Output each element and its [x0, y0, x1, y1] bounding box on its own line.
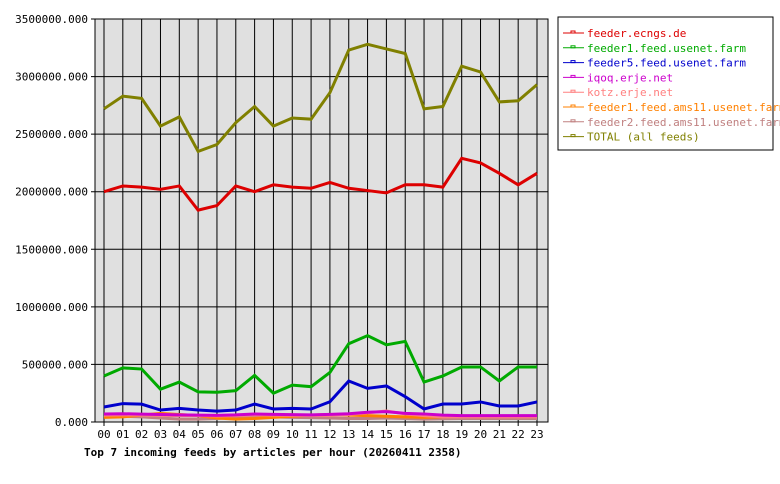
legend-marker — [570, 119, 576, 123]
legend-marker — [570, 89, 576, 93]
x-tick-label: 03 — [154, 428, 167, 441]
x-tick-label: 00 — [97, 428, 110, 441]
y-tick-label: 1500000.000 — [15, 243, 88, 256]
legend-marker — [570, 74, 576, 78]
x-tick-label: 12 — [323, 428, 336, 441]
legend-marker — [570, 134, 576, 138]
y-axis: 0.000 500000.000 1000000.000 1500000.000 200… — [15, 13, 88, 429]
legend-label: TOTAL (all feeds) — [587, 131, 700, 144]
x-tick-label: 23 — [530, 428, 543, 441]
series-line-3 — [103, 410, 537, 418]
plot-area — [94, 18, 549, 423]
legend-marker — [570, 60, 576, 64]
series-lines — [103, 42, 538, 421]
x-tick-label: 08 — [248, 428, 261, 441]
legend-label: iqoq.erje.net — [587, 71, 673, 84]
y-tick-label: 1000000.000 — [15, 301, 88, 314]
x-tick-label: 20 — [474, 428, 487, 441]
legend-box — [557, 16, 774, 151]
x-tick-label: 04 — [173, 428, 187, 441]
x-tick-label: 06 — [210, 428, 223, 441]
legend-label: feeder.ecngs.de — [587, 27, 686, 40]
series-line-6 — [103, 414, 537, 421]
x-tick-label: 19 — [455, 428, 468, 441]
legend-label: feeder2.feed.ams11.usenet.farm — [587, 116, 780, 129]
x-tick-label: 22 — [512, 428, 525, 441]
legend: feeder.ecngs.de feeder1.feed.usenet.farm f… — [557, 16, 780, 151]
legend-marker — [570, 30, 576, 34]
x-tick-label: 01 — [116, 428, 129, 441]
x-tick-label: 02 — [135, 428, 148, 441]
series-line-1 — [103, 333, 537, 395]
x-tick-label: 09 — [267, 428, 280, 441]
series-line-2 — [103, 379, 538, 413]
x-tick-label: 07 — [229, 428, 242, 441]
chart-title: Top 7 incoming feeds by articles per hou… — [84, 446, 462, 459]
x-tick-label: 10 — [286, 428, 299, 441]
x-axis: 00 01 02 03 04 05 06 07 08 09 10 11 12 13 14 15 16 17 18 19… — [97, 428, 543, 441]
x-tick-label: 15 — [380, 428, 393, 441]
y-tick-label: 2500000.000 — [15, 128, 88, 141]
legend-marker — [570, 45, 576, 49]
y-tick-label: 3000000.000 — [15, 71, 88, 84]
y-tick-label: 3500000.000 — [15, 13, 88, 26]
legend-label: feeder1.feed.ams11.usenet.farm — [587, 101, 780, 114]
legend-label: kotz.erje.net — [587, 86, 673, 99]
legend-label: feeder5.feed.usenet.farm — [587, 57, 746, 70]
x-tick-label: 17 — [417, 428, 430, 441]
x-tick-label: 11 — [304, 428, 317, 441]
x-tick-label: 05 — [192, 428, 205, 441]
x-tick-label: 16 — [399, 428, 412, 441]
legend-label: feeder1.feed.usenet.farm — [587, 42, 746, 55]
series-line-7 — [103, 42, 538, 154]
series-line-0 — [103, 156, 538, 212]
y-tick-label: 0.000 — [55, 416, 88, 429]
legend-marker — [570, 104, 576, 108]
y-tick-label: 2000000.000 — [15, 186, 88, 199]
x-tick-label: 14 — [361, 428, 375, 441]
grid — [91, 18, 548, 426]
x-tick-label: 13 — [342, 428, 355, 441]
x-tick-label: 18 — [436, 428, 449, 441]
x-tick-label: 21 — [493, 428, 506, 441]
y-tick-label: 500000.000 — [22, 358, 88, 371]
